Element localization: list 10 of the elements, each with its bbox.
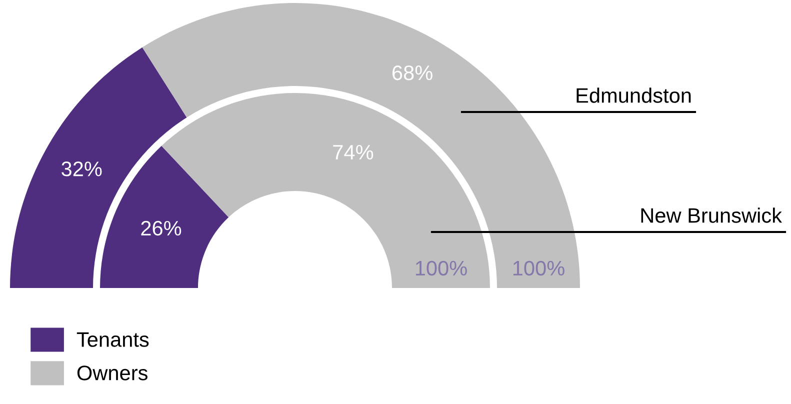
- data-label: 68%: [392, 65, 432, 80]
- legend-label: Tenants: [76, 332, 149, 347]
- data-label: 74%: [333, 144, 374, 160]
- text: 100%: [416, 260, 467, 276]
- text: 100%: [513, 260, 564, 276]
- data-label: 32%: [62, 162, 102, 176]
- data-label: 26%: [141, 220, 182, 236]
- slice-label: Edmundston: [576, 88, 691, 103]
- legend-label: Owners: [77, 366, 148, 380]
- slice-label: New Brunswick: [641, 208, 782, 223]
